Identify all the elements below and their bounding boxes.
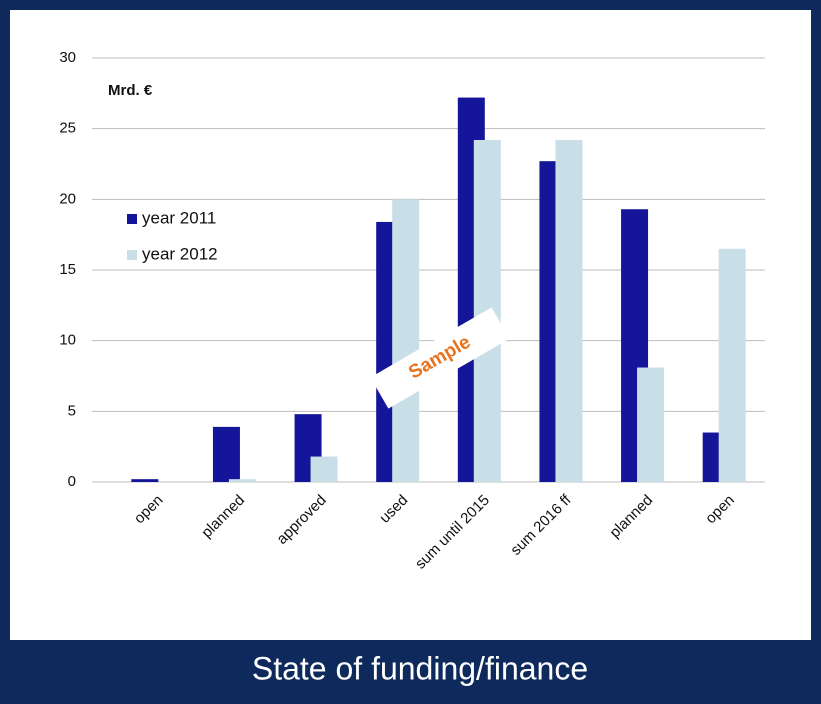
y-tick-label: 15: [59, 261, 76, 278]
legend-label: year 2012: [142, 244, 218, 263]
y-tick-label: 5: [68, 402, 76, 419]
legend-swatch: [127, 250, 137, 260]
y-tick-label: 25: [59, 120, 76, 137]
y-tick-label: 10: [59, 332, 76, 349]
bar: [212, 426, 240, 482]
unit-label: Mrd. €: [108, 82, 153, 99]
bar: [392, 199, 420, 483]
bar: [555, 139, 583, 482]
y-tick-label: 30: [59, 49, 76, 66]
bar: [637, 367, 665, 482]
slide-title: State of funding/finance: [252, 650, 588, 686]
bar: [131, 479, 159, 482]
legend-label: year 2011: [142, 208, 216, 227]
watermark-box: [370, 307, 510, 409]
bar: [228, 479, 256, 482]
legend-swatch: [127, 214, 137, 224]
y-tick-label: 20: [59, 190, 76, 207]
y-tick-label: 0: [68, 473, 76, 490]
bar: [718, 248, 746, 482]
bar: [310, 456, 338, 482]
